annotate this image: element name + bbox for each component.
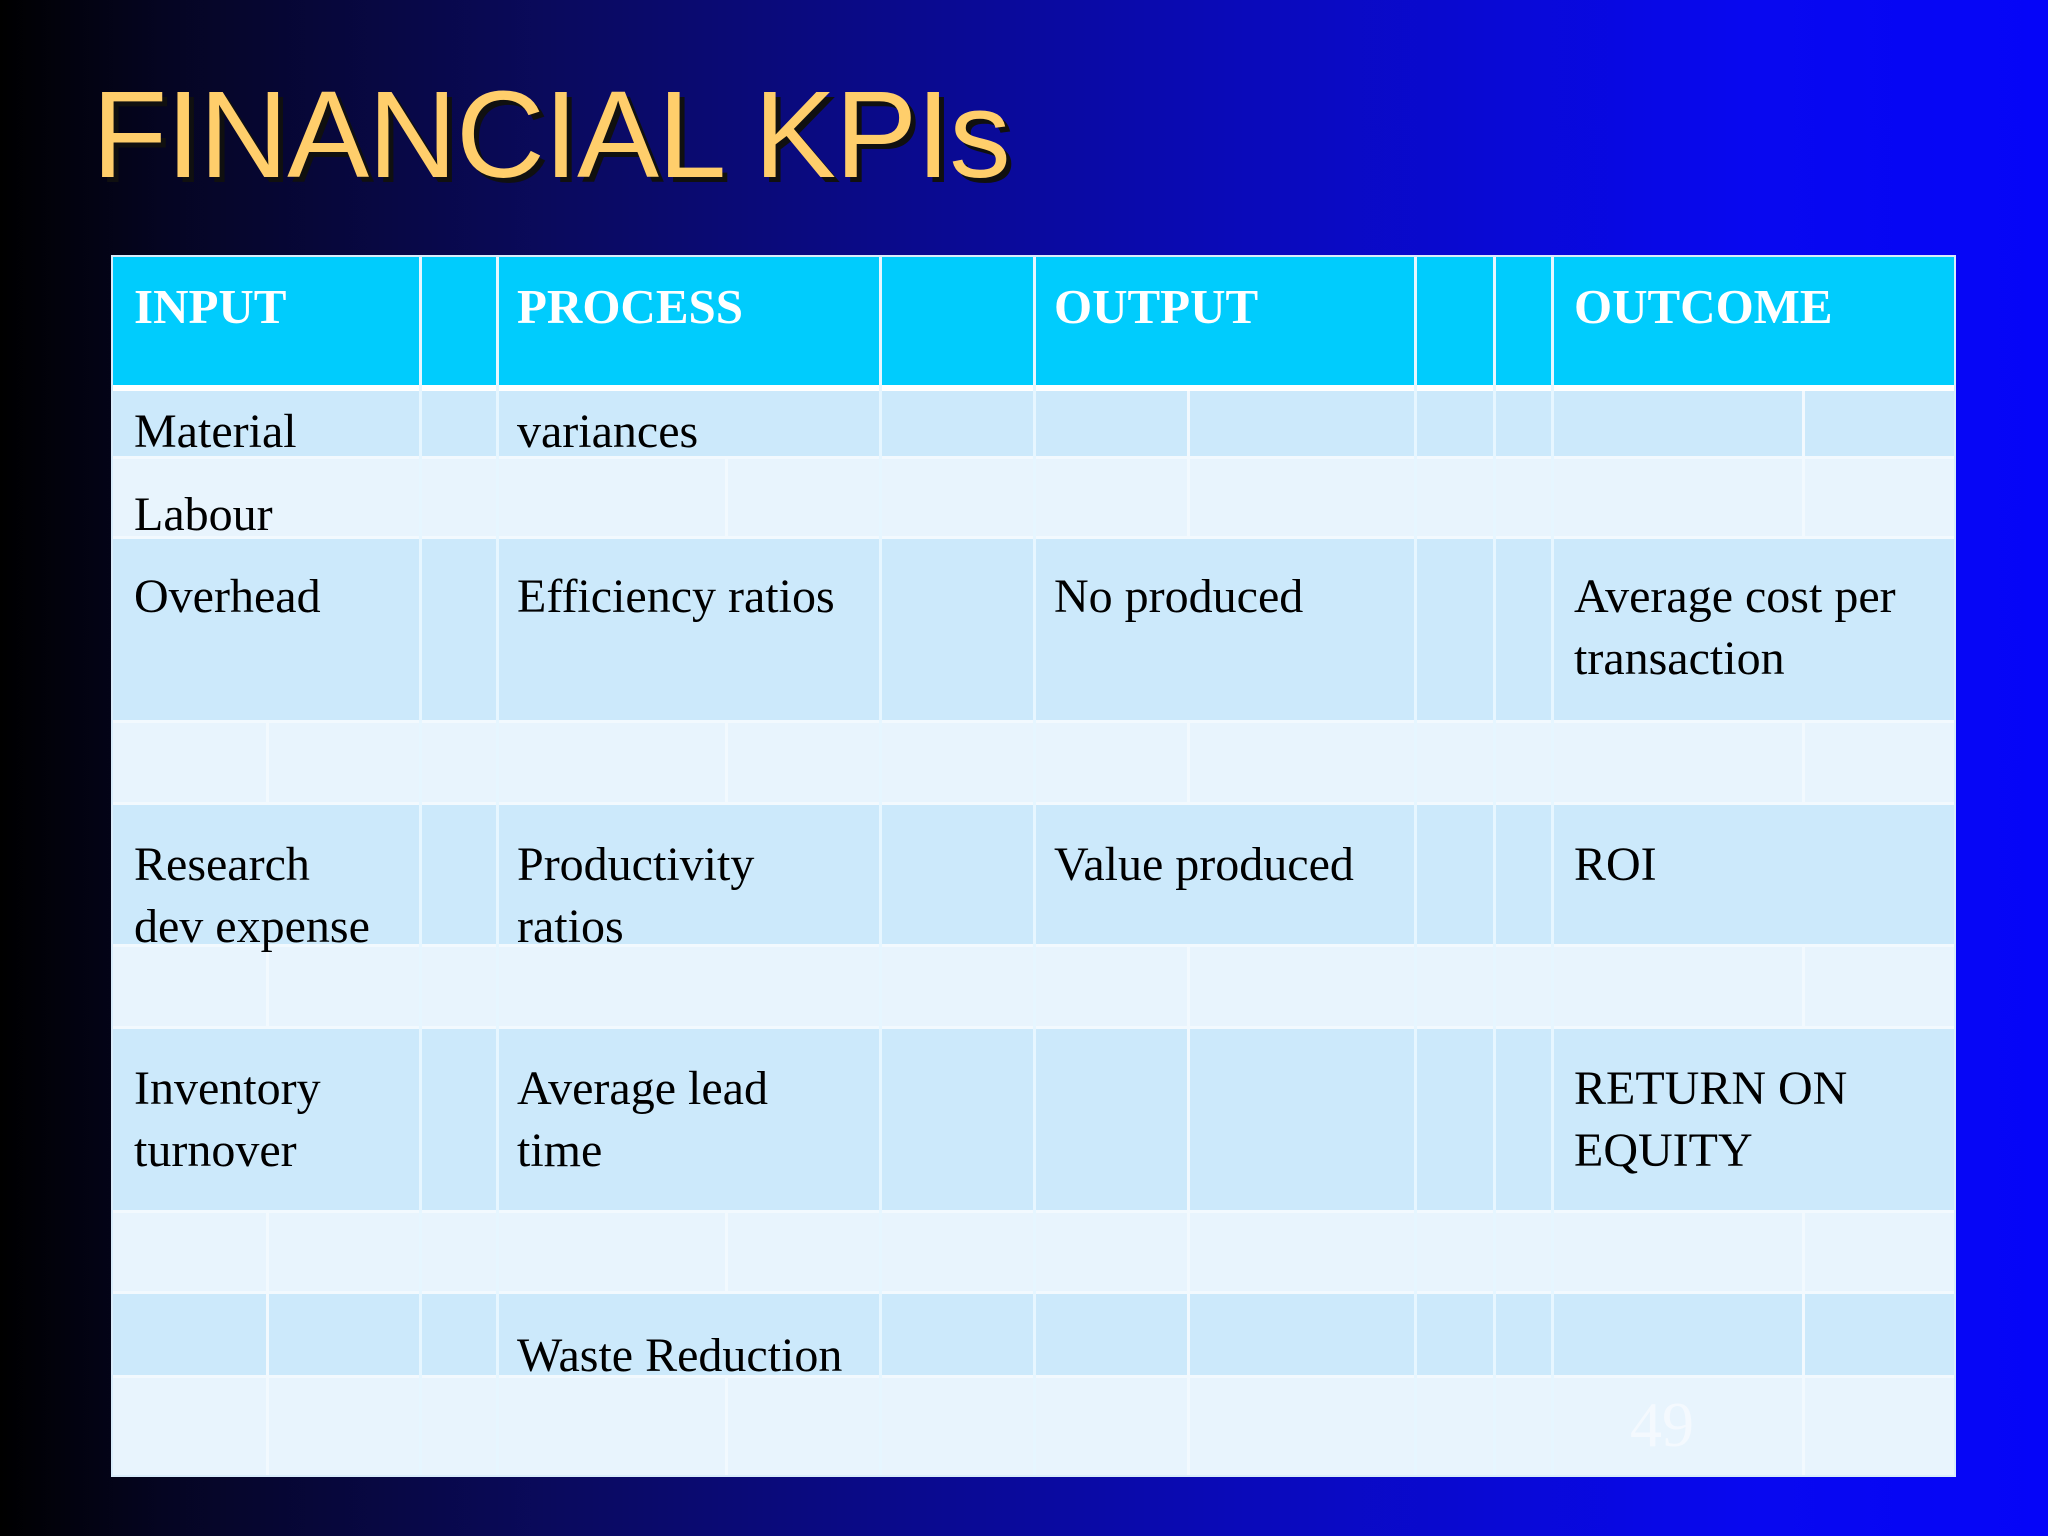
table-cell: Average lead time [517, 1062, 768, 1177]
grid-line [725, 722, 728, 803]
grid-line [1493, 257, 1496, 1475]
table-cell: Material [134, 405, 297, 458]
grid-line [725, 1377, 728, 1475]
table-cell: Labour [134, 488, 273, 541]
table-cell: Average cost per transaction [1574, 570, 1896, 685]
table-cell: Overhead [134, 570, 321, 623]
grid-line [266, 1212, 269, 1475]
grid-line [1187, 391, 1190, 537]
grid-line [879, 257, 882, 1475]
table-cell: ROI [1574, 838, 1657, 891]
table-cell: Inventory turnover [134, 1062, 321, 1177]
table-cell: No produced [1054, 570, 1304, 623]
kpi-table: INPUT PROCESS OUTPUT OUTCOME Material va… [111, 255, 1956, 1477]
table-cell: RETURN ON EQUITY [1574, 1062, 1848, 1177]
grid-line [1802, 722, 1805, 803]
column-header-output: OUTPUT [1054, 279, 1259, 334]
grid-line [725, 1028, 728, 1029]
table-cell: Efficiency ratios [517, 570, 835, 623]
grid-line [725, 458, 728, 537]
grid-line [1187, 722, 1190, 803]
grid-line [1033, 257, 1036, 1475]
grid-line [496, 257, 499, 1475]
table-cell: Value produced [1054, 838, 1354, 891]
grid-line [1802, 946, 1805, 1027]
column-header-input: INPUT [134, 279, 287, 334]
grid-line [1802, 391, 1805, 537]
grid-line [1551, 257, 1554, 1475]
column-header-process: PROCESS [517, 279, 744, 334]
slide-title: FINANCIAL KPIs [92, 67, 1011, 204]
grid-line [1187, 946, 1190, 1027]
grid-line [419, 257, 422, 1475]
grid-line [1802, 1212, 1805, 1475]
grid-line [1414, 257, 1417, 1475]
grid-line [1187, 1028, 1190, 1475]
grid-line [266, 946, 269, 1027]
grid-line [725, 1212, 728, 1292]
table-cell: Productivity ratios [517, 838, 755, 953]
table-cell: Research dev expense [134, 838, 370, 953]
column-header-outcome: OUTCOME [1574, 279, 1833, 334]
table-cell: Waste Reduction [517, 1329, 843, 1382]
page-number: 49 [1630, 1389, 1694, 1460]
table-cell: variances [517, 405, 699, 458]
grid-line [266, 722, 269, 803]
